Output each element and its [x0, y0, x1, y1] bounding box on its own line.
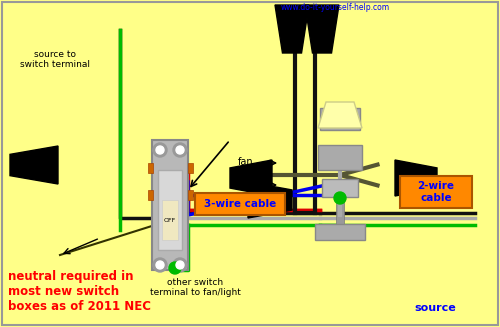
Text: source to
switch terminal: source to switch terminal: [20, 50, 90, 69]
Circle shape: [153, 258, 167, 272]
Bar: [336, 190, 344, 240]
Bar: [315, 224, 365, 240]
Circle shape: [156, 261, 164, 269]
Bar: [158, 170, 182, 250]
Circle shape: [176, 146, 184, 154]
Polygon shape: [318, 102, 362, 128]
Circle shape: [176, 261, 184, 269]
Polygon shape: [395, 160, 437, 196]
Circle shape: [173, 143, 187, 157]
Polygon shape: [248, 182, 292, 218]
Polygon shape: [305, 5, 339, 53]
Text: www.do-it-yourself-help.com: www.do-it-yourself-help.com: [281, 3, 390, 12]
Text: source: source: [414, 303, 456, 313]
Polygon shape: [275, 5, 309, 53]
Text: 2-wire
cable: 2-wire cable: [418, 181, 455, 203]
Polygon shape: [10, 146, 58, 184]
Bar: [162, 200, 178, 240]
Bar: [188, 190, 193, 200]
Bar: [148, 190, 153, 200]
Circle shape: [173, 258, 187, 272]
Text: other switch
terminal to fan/light: other switch terminal to fan/light: [150, 278, 240, 297]
Bar: [320, 108, 360, 130]
Text: light: light: [238, 181, 260, 191]
Bar: [318, 145, 362, 170]
Circle shape: [156, 146, 164, 154]
Text: OFF: OFF: [164, 217, 176, 222]
Bar: [322, 179, 358, 197]
Bar: [188, 163, 193, 173]
Text: neutral required in
most new switch
boxes as of 2011 NEC: neutral required in most new switch boxe…: [8, 270, 151, 313]
Bar: [148, 163, 153, 173]
Circle shape: [334, 192, 346, 204]
FancyBboxPatch shape: [400, 176, 472, 208]
Circle shape: [169, 262, 181, 274]
Circle shape: [153, 143, 167, 157]
Text: fan: fan: [238, 157, 254, 167]
Text: 3-wire cable: 3-wire cable: [204, 199, 276, 209]
FancyBboxPatch shape: [195, 193, 285, 215]
Bar: [152, 140, 188, 270]
Polygon shape: [230, 160, 272, 196]
